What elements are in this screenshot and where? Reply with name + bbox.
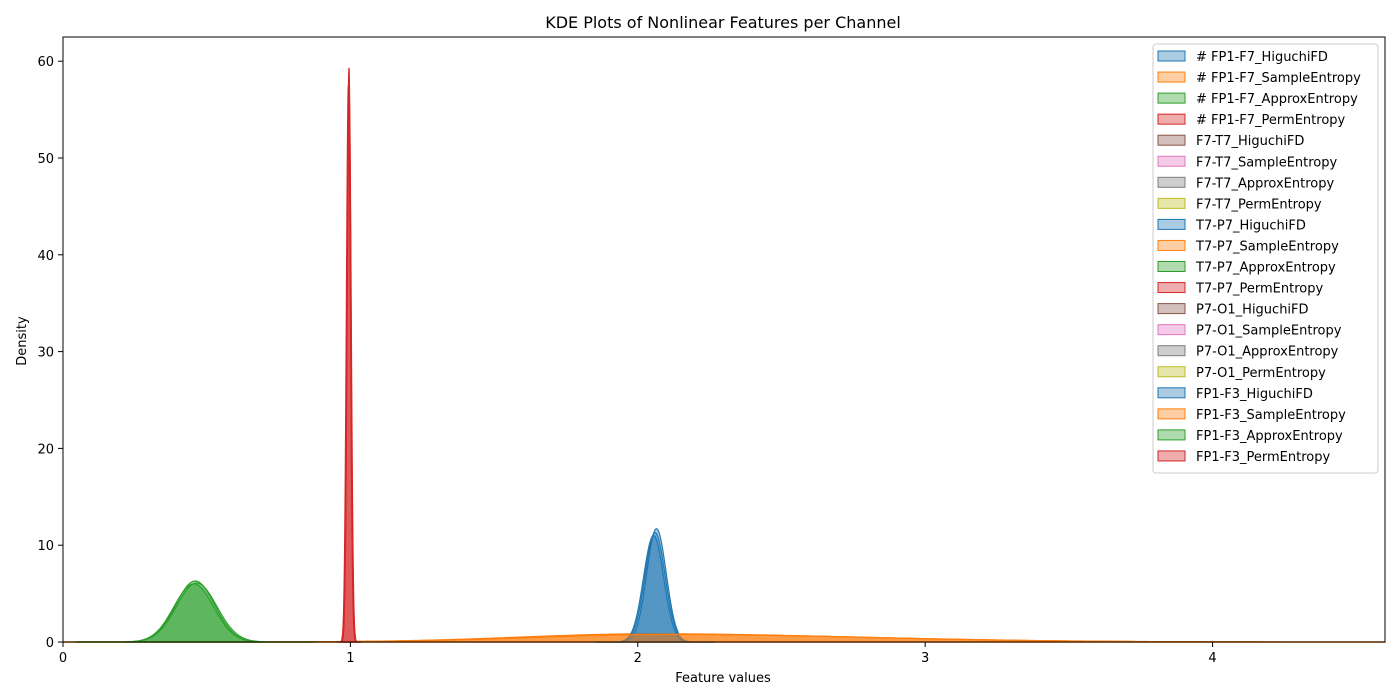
legend-swatch-4 [1157, 134, 1186, 146]
y-tick-label-4: 40 [37, 249, 54, 264]
legend-swatch-6 [1157, 176, 1186, 188]
y-tick-label-1: 10 [37, 539, 54, 554]
legend-swatch-3 [1157, 113, 1186, 125]
legend-entry-15: P7-O1_PermEntropy [1196, 366, 1326, 381]
legend-swatch-12 [1157, 303, 1186, 315]
legend-entry-1: # FP1-F7_SampleEntropy [1196, 71, 1361, 86]
legend: # FP1-F7_HiguchiFD # FP1-F7_SampleEntropy… [1152, 43, 1379, 474]
legend-swatch-10 [1157, 261, 1186, 272]
legend-entry-13: P7-O1_SampleEntropy [1196, 324, 1342, 339]
x-tick-label-0: 0 [59, 651, 67, 666]
x-tick-label-2: 2 [634, 651, 642, 666]
legend-entry-11: T7-P7_PermEntropy [1195, 282, 1323, 297]
x-tick-label-1: 1 [346, 651, 354, 666]
legend-swatch-17 [1157, 408, 1186, 420]
x-tick-label-3: 3 [921, 651, 929, 666]
legend-swatch-1 [1157, 71, 1186, 83]
legend-entry-2: # FP1-F7_ApproxEntropy [1196, 92, 1358, 107]
legend-swatch-18 [1157, 429, 1186, 441]
y-tick-label-0: 0 [46, 636, 54, 651]
legend-entry-16: FP1-F3_HiguchiFD [1196, 387, 1313, 402]
legend-swatch-15 [1157, 366, 1186, 378]
legend-swatch-9 [1157, 239, 1186, 251]
legend-entry-3: # FP1-F7_PermEntropy [1196, 113, 1346, 128]
legend-entry-6: F7-T7_ApproxEntropy [1196, 176, 1334, 191]
legend-box [1152, 43, 1379, 474]
legend-swatch-5 [1157, 155, 1186, 167]
legend-swatch-19 [1157, 450, 1186, 462]
legend-entry-7: F7-T7_PermEntropy [1196, 197, 1322, 212]
legend-entry-10: T7-P7_ApproxEntropy [1195, 261, 1336, 276]
legend-entry-18: FP1-F3_ApproxEntropy [1196, 429, 1343, 444]
legend-swatch-2 [1157, 92, 1186, 104]
x-tick-label-4: 4 [1208, 651, 1216, 666]
legend-swatch-13 [1157, 324, 1186, 336]
legend-swatch-7 [1157, 197, 1186, 209]
legend-swatch-16 [1157, 387, 1186, 399]
x-axis-label: Feature values [675, 671, 771, 686]
legend-entry-0: # FP1-F7_HiguchiFD [1196, 50, 1328, 65]
legend-entry-14: P7-O1_ApproxEntropy [1196, 345, 1339, 360]
legend-entry-9: T7-P7_SampleEntropy [1195, 239, 1339, 254]
y-tick-label-6: 60 [37, 55, 54, 70]
chart-title: KDE Plots of Nonlinear Features per Chan… [545, 13, 901, 32]
legend-entry-12: P7-O1_HiguchiFD [1196, 303, 1309, 318]
legend-swatch-8 [1157, 218, 1186, 230]
legend-entry-4: F7-T7_HiguchiFD [1196, 134, 1304, 149]
legend-swatch-14 [1157, 345, 1186, 357]
y-axis-label: Density [15, 316, 30, 366]
legend-entry-17: FP1-F3_SampleEntropy [1196, 408, 1346, 423]
legend-entry-8: T7-P7_HiguchiFD [1195, 218, 1306, 233]
legend-entry-19: FP1-F3_PermEntropy [1196, 450, 1330, 465]
y-tick-label-5: 50 [37, 152, 54, 167]
y-tick-label-3: 30 [37, 346, 54, 361]
axes-frame [62, 36, 1386, 643]
legend-entry-5: F7-T7_SampleEntropy [1196, 155, 1338, 170]
legend-swatch-11 [1157, 282, 1186, 294]
legend-swatch-0 [1157, 50, 1186, 62]
y-tick-label-2: 20 [37, 442, 54, 457]
